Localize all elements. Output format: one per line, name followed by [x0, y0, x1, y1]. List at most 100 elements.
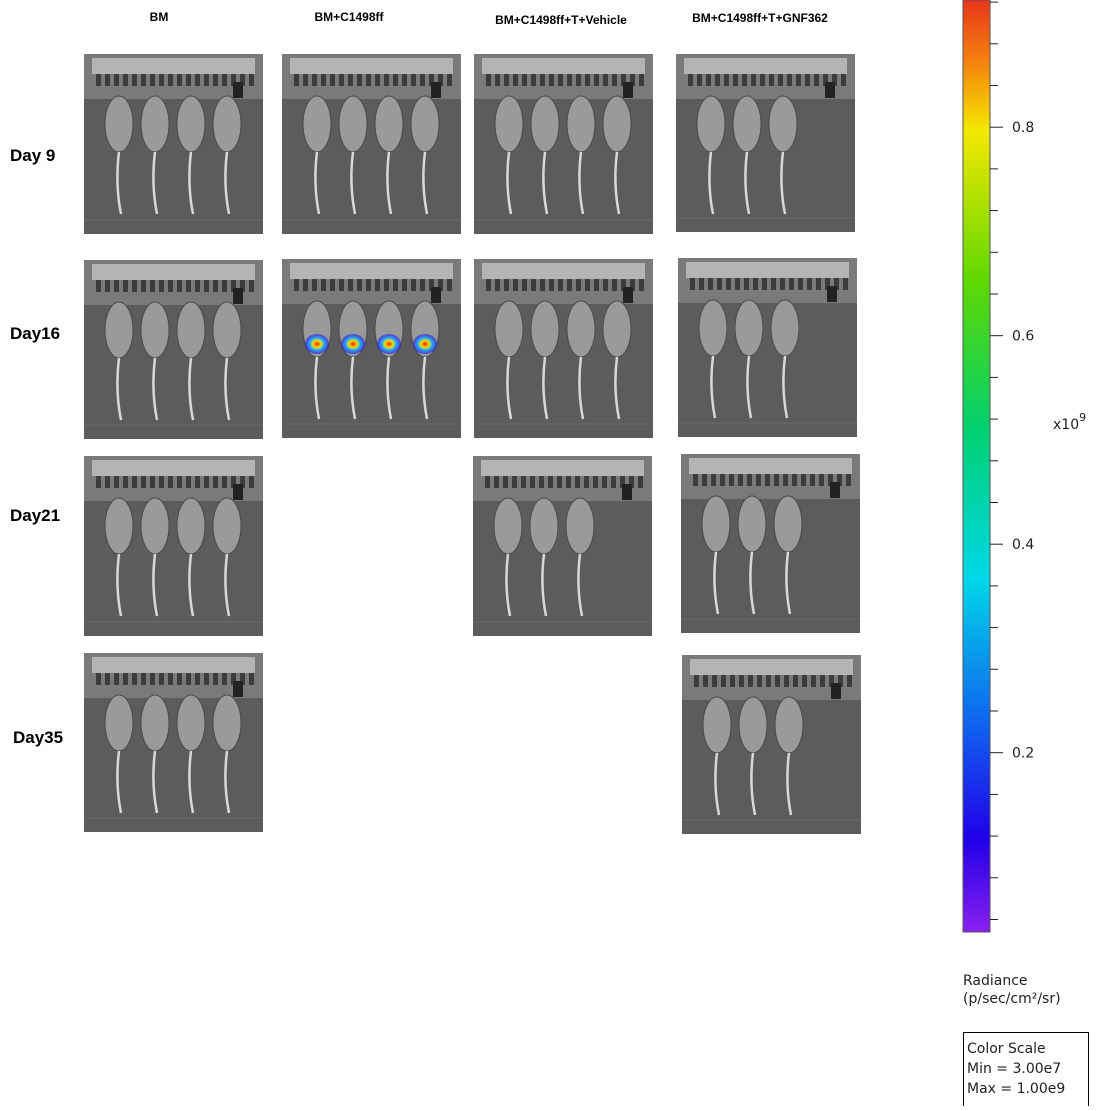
manifold — [684, 58, 847, 74]
manifold-port — [114, 280, 119, 292]
manifold-port — [726, 278, 731, 290]
nozzle — [831, 683, 841, 699]
manifold-port — [159, 673, 164, 685]
signal — [305, 334, 329, 354]
manifold-port — [706, 74, 711, 86]
manifold-port — [168, 74, 173, 86]
manifold-port — [348, 279, 353, 291]
mouse-body — [531, 96, 559, 152]
manifold-port — [495, 74, 500, 86]
manifold-port — [735, 278, 740, 290]
multiplier-power: 9 — [1079, 411, 1086, 424]
manifold-port — [756, 474, 761, 486]
color-bar — [963, 0, 990, 932]
manifold-port — [769, 74, 774, 86]
manifold-port — [96, 74, 101, 86]
manifold-port — [802, 675, 807, 687]
manifold-port — [771, 278, 776, 290]
mouse-body — [213, 302, 241, 358]
manifold-port — [348, 74, 353, 86]
manifold-port — [846, 474, 851, 486]
mouse-body — [603, 96, 631, 152]
manifold-port — [811, 675, 816, 687]
manifold-port — [531, 74, 536, 86]
mouse-body — [566, 498, 594, 554]
mouse-body — [141, 96, 169, 152]
manifold-port — [195, 476, 200, 488]
color-bar-ticks: 0.20.40.60.8 — [990, 2, 1034, 919]
manifold — [290, 58, 453, 74]
manifold-port — [132, 74, 137, 86]
manifold-port — [294, 279, 299, 291]
row-label: Day16 — [10, 324, 60, 343]
manifold-port — [321, 279, 326, 291]
scale-box-line: Min = 3.00e7 — [967, 1061, 1061, 1077]
manifold-port — [567, 279, 572, 291]
manifold-port — [801, 474, 806, 486]
manifold-port — [204, 476, 209, 488]
nozzle — [233, 681, 243, 697]
manifold-port — [690, 278, 695, 290]
manifold-port — [177, 673, 182, 685]
mouse-body — [105, 96, 133, 152]
manifold-port — [720, 474, 725, 486]
nozzle — [622, 484, 632, 500]
mouse-body — [494, 498, 522, 554]
manifold-port — [558, 279, 563, 291]
manifold-port — [504, 279, 509, 291]
manifold-port — [847, 675, 852, 687]
manifold-port — [204, 280, 209, 292]
manifold — [290, 263, 453, 279]
manifold-port — [168, 673, 173, 685]
manifold-port — [699, 278, 704, 290]
manifold-port — [249, 280, 254, 292]
manifold-port — [366, 279, 371, 291]
manifold-port — [757, 675, 762, 687]
manifold-port — [522, 74, 527, 86]
manifold-port — [168, 476, 173, 488]
manifold — [92, 657, 255, 673]
manifold-port — [366, 74, 371, 86]
manifold-port — [612, 74, 617, 86]
manifold-port — [132, 280, 137, 292]
mouse-image — [84, 456, 263, 636]
manifold-port — [420, 74, 425, 86]
mouse-image — [681, 454, 860, 633]
manifold-port — [585, 74, 590, 86]
manifold-port — [486, 279, 491, 291]
manifold-port — [384, 279, 389, 291]
mouse-body — [495, 301, 523, 357]
row-label: Day 9 — [10, 146, 55, 165]
manifold-port — [738, 474, 743, 486]
manifold-port — [730, 675, 735, 687]
manifold-port — [513, 279, 518, 291]
nozzle — [233, 288, 243, 304]
manifold-port — [411, 74, 416, 86]
manifold-port — [213, 673, 218, 685]
nozzle — [825, 82, 835, 98]
manifold-port — [159, 74, 164, 86]
column-header: BM+C1498ff+T+Vehicle — [495, 13, 627, 27]
manifold-port — [195, 280, 200, 292]
mouse-body — [177, 96, 205, 152]
manifold-port — [213, 280, 218, 292]
manifold-port — [531, 279, 536, 291]
mouse-body — [567, 96, 595, 152]
manifold-port — [105, 280, 110, 292]
manifold-port — [485, 476, 490, 488]
manifold-port — [805, 74, 810, 86]
manifold-port — [402, 74, 407, 86]
mouse-body — [495, 96, 523, 152]
mouse-body — [775, 697, 803, 753]
mouse-body — [339, 96, 367, 152]
nozzle — [431, 82, 441, 98]
manifold-port — [150, 74, 155, 86]
manifold-port — [249, 476, 254, 488]
tick-label: 0.6 — [1012, 329, 1034, 345]
manifold-port — [186, 74, 191, 86]
manifold-port — [411, 279, 416, 291]
manifold-port — [778, 74, 783, 86]
manifold-port — [168, 280, 173, 292]
mouse-image — [474, 54, 653, 234]
signal — [377, 334, 401, 354]
